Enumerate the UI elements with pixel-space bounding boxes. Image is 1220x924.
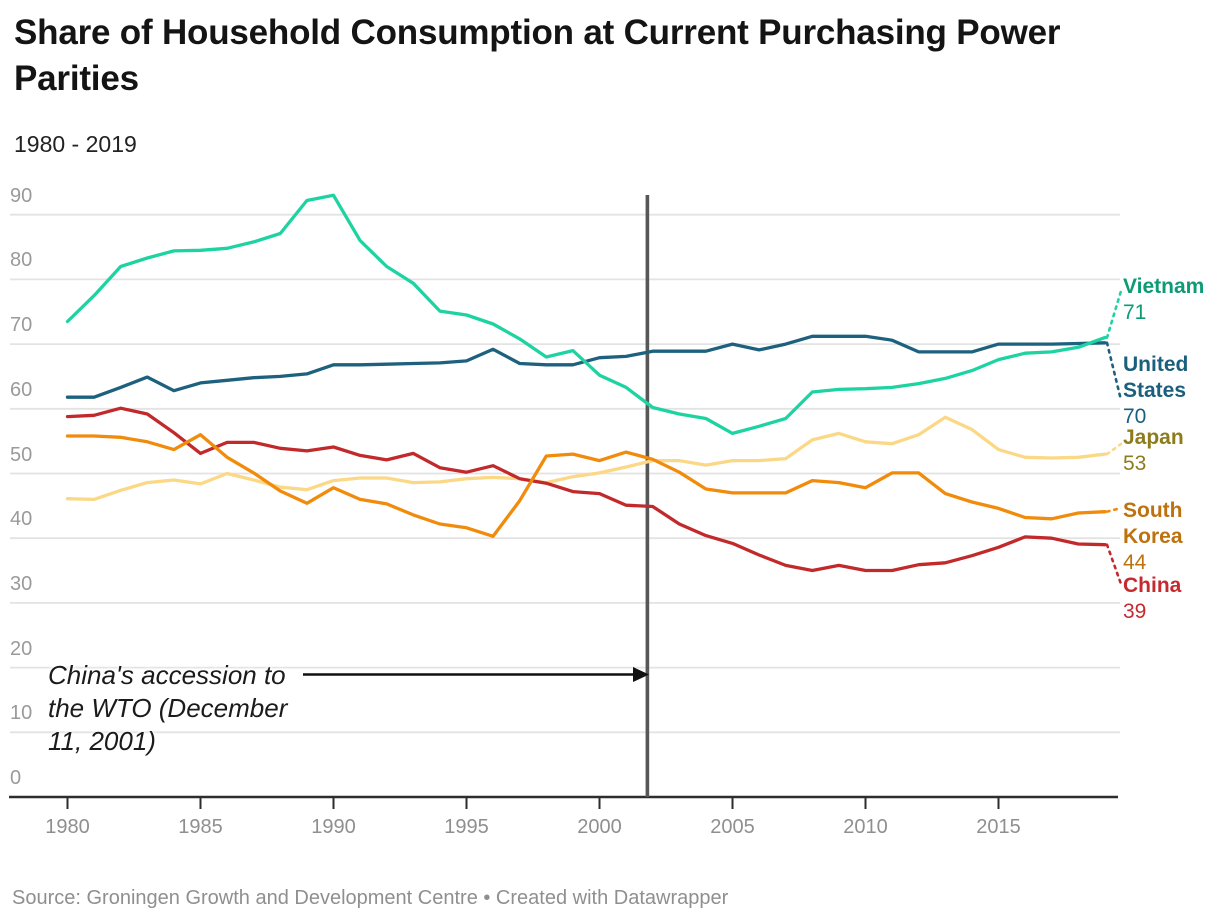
series-line-united-states[interactable] [65,334,1107,399]
series-label-japan: Japan 53 [1123,425,1184,477]
y-axis-label-70: 70 [10,314,33,337]
y-axis-label-40: 40 [10,508,33,531]
y-axis-label-20: 20 [10,637,33,660]
x-axis-label-1990: 1990 [311,816,356,838]
x-axis-label-2010: 2010 [843,816,888,838]
series-value-united-states: 70 [1123,405,1147,428]
series-name-united-states: United States [1123,353,1189,402]
wto-annotation-line: the WTO (December [48,693,288,723]
annotation-arrowhead-icon [633,667,649,682]
chart-title: Share of Household Consumption at Curren… [14,13,1061,98]
series-name-china: China [1123,573,1182,597]
wto-annotation-line: 11, 2001) [48,726,156,756]
leader-line-china [1105,543,1123,586]
series-label-united-states: United States 70 [1123,352,1188,430]
series-name-south-korea: South Korea [1123,498,1183,548]
source-note: Source: Groningen Growth and Development… [12,887,729,909]
y-axis-label-30: 30 [10,572,33,595]
series-name-japan: Japan [1123,425,1184,449]
series-value-china: 39 [1123,599,1147,623]
wto-annotation-line: China's accession to [48,660,286,690]
leader-line-united-states [1105,341,1123,402]
series-label-south-korea: South Korea 44 [1123,498,1183,576]
y-axis-label-60: 60 [10,378,33,401]
leader-line-vietnam [1105,289,1123,339]
leader-line-japan [1105,442,1123,456]
y-axis-label-90: 90 [10,184,33,207]
x-axis-label-2015: 2015 [976,816,1021,838]
series-value-south-korea: 44 [1123,550,1147,574]
y-axis-label-0: 0 [10,767,22,789]
wto-annotation: China's accession to the WTO (December 1… [48,659,328,758]
x-axis-label-2000: 2000 [577,816,622,838]
x-axis-label-1995: 1995 [444,816,489,838]
series-line-china[interactable] [65,406,1107,573]
series-line-vietnam[interactable] [65,193,1107,436]
series-line-south-korea[interactable] [65,433,1107,538]
x-axis-label-1985: 1985 [178,816,223,838]
series-label-vietnam: Vietnam 71 [1123,274,1204,326]
x-axis-label-2005: 2005 [710,816,755,838]
y-axis-label-50: 50 [10,443,33,466]
series-line-japan[interactable] [65,415,1107,502]
y-axis-label-80: 80 [10,249,33,272]
chart-subtitle: 1980 - 2019 [14,131,137,157]
series-label-china: China 39 [1123,573,1181,625]
leader-line-south-korea [1105,506,1123,513]
y-axis-label-10: 10 [10,702,33,725]
series-name-vietnam: Vietnam [1123,275,1205,298]
series-value-japan: 53 [1123,451,1147,475]
series-value-vietnam: 71 [1123,301,1147,324]
x-axis-label-1980: 1980 [45,816,90,838]
